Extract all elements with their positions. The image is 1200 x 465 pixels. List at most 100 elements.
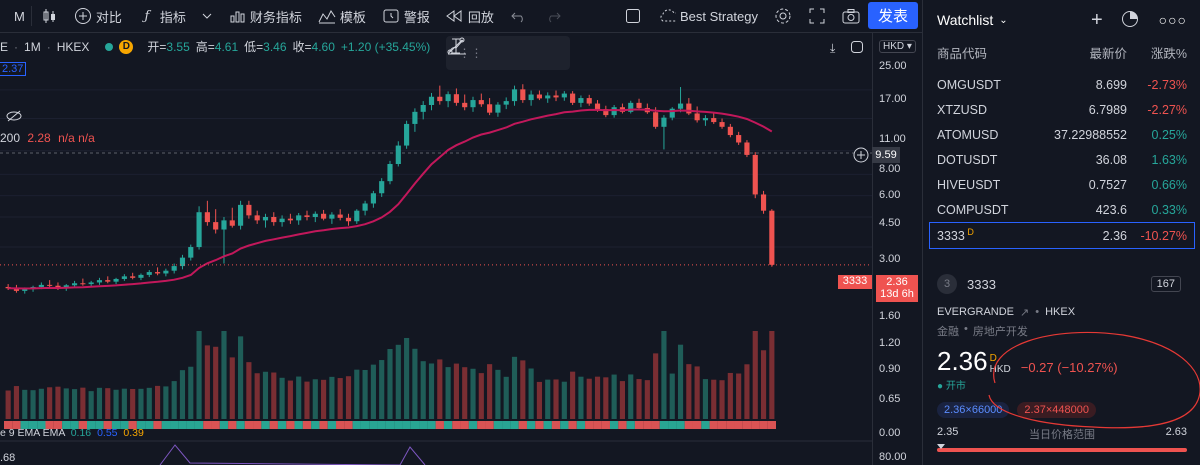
volume-bar <box>279 377 285 419</box>
volume-bar <box>213 346 219 419</box>
low-label: 低= <box>244 40 264 54</box>
strategy-button[interactable]: Best Strategy <box>650 0 766 32</box>
watchlist-title[interactable]: Watchlist <box>937 12 994 28</box>
details-symbol: 3333 <box>967 276 996 292</box>
compare-button[interactable]: 对比 <box>66 0 130 32</box>
legend-dot: · <box>46 39 51 54</box>
volume-bar <box>545 379 551 419</box>
volume-bar <box>88 391 94 419</box>
volume-bar <box>271 372 277 419</box>
volume-bar <box>603 377 609 419</box>
chart-type-button[interactable] <box>32 0 66 32</box>
candle-body <box>138 274 144 278</box>
volume-bar <box>196 331 202 419</box>
details-count-badge[interactable]: 167 <box>1150 276 1181 292</box>
indicators-button[interactable]: ƒ 指标 <box>130 0 194 32</box>
snapshot-button[interactable] <box>834 0 868 32</box>
financials-button[interactable]: 财务指标 <box>220 0 310 32</box>
external-link-icon[interactable]: ↗ <box>1020 307 1030 319</box>
volume-bar <box>345 376 352 419</box>
candle-body <box>553 95 559 98</box>
download-icon[interactable]: ⤓ <box>830 41 836 55</box>
drag-handle-icon[interactable]: ⋮⋮ <box>458 46 483 60</box>
volume-bar <box>677 344 684 419</box>
volume-bar <box>287 380 293 419</box>
row-last: 2.36 <box>1102 228 1127 243</box>
candle-body <box>63 285 69 289</box>
chart-legend: E · 1M · HKEX D 开=3.55 高=4.61 低=3.46 收=4… <box>0 38 430 55</box>
price-axis[interactable]: HKD ▾ 25.00 17.00 11.00 8.00 6.00 4.50 3.00 1.6… <box>872 33 920 465</box>
financials-label: 财务指标 <box>249 9 302 25</box>
price-tick-label: 6.00 <box>879 189 901 201</box>
templates-button[interactable]: 模板 <box>310 0 374 32</box>
legend-symbol: E <box>0 39 9 54</box>
volume-bar <box>711 379 717 419</box>
price-chart <box>0 84 872 465</box>
legend-dot: · <box>14 39 19 54</box>
col-last[interactable]: 最新价 <box>1089 46 1127 61</box>
oscillator-cell <box>203 421 212 429</box>
row-symbol: XTZUSD <box>937 102 987 117</box>
oscillator-cell <box>336 421 345 429</box>
candle-body <box>520 89 526 101</box>
rsi-value: .68 <box>0 452 16 464</box>
current-price-tag: 2.36 13d 6h <box>876 275 918 302</box>
oscillator-cell <box>543 421 552 429</box>
fullscreen-button[interactable] <box>800 0 834 32</box>
volume-bar <box>154 385 161 419</box>
undo-button[interactable] <box>502 0 536 32</box>
volume-bar <box>478 373 484 419</box>
col-symbol[interactable]: 商品代码 <box>937 46 988 61</box>
publish-button[interactable]: 发表 <box>868 2 918 29</box>
currency-selector[interactable]: HKD ▾ <box>879 40 916 53</box>
volume-bar <box>362 369 368 419</box>
watchlist-row[interactable]: 3333 D 2.36 -10.27% <box>929 222 1195 249</box>
more-dropdown[interactable] <box>194 0 220 32</box>
watchlist-row[interactable]: COMPUSDT 423.6 0.33% <box>923 197 1200 222</box>
col-change[interactable]: 涨跌% <box>1150 46 1187 61</box>
oscillator-cell <box>518 421 527 429</box>
watchlist-row[interactable]: OMGUSDT 8.699 -2.73% <box>923 72 1200 97</box>
candle-body <box>188 247 194 258</box>
volume-bar <box>760 350 767 419</box>
oscillator-cell <box>170 421 179 429</box>
redo-button[interactable] <box>536 0 570 32</box>
company-name[interactable]: EVERGRANDE <box>937 306 1015 318</box>
legend-exchange: HKEX <box>56 39 90 54</box>
sector[interactable]: 金融 <box>937 326 959 338</box>
price-tick-label: 25.00 <box>879 60 907 72</box>
volume-bar <box>727 372 733 419</box>
candle-body <box>694 113 700 121</box>
oscillator-cell <box>20 421 29 429</box>
replay-button[interactable]: 回放 <box>438 0 502 32</box>
watchlist-row[interactable]: DOTUSDT 36.08 1.63% <box>923 147 1200 172</box>
volume-bar <box>105 388 111 419</box>
oscillator-cell <box>626 421 635 429</box>
chevron-down-icon[interactable]: ⌄ <box>999 14 1008 26</box>
interval-button[interactable]: M <box>0 0 31 32</box>
candle-body <box>146 272 152 275</box>
stats-icon[interactable] <box>1121 10 1139 31</box>
oscillator-cell <box>651 421 660 429</box>
candle-body <box>570 93 576 103</box>
settings-button[interactable] <box>766 0 800 32</box>
oscillator-legend: e 9 EMA EMA 0.16 0.55 0.39 <box>0 427 144 439</box>
candle-body <box>312 213 318 217</box>
volume-bar <box>262 371 269 419</box>
oscillator-cell <box>493 421 503 429</box>
volume-bar <box>437 359 443 419</box>
watchlist-row[interactable]: ATOMUSD 37.22988552 0.25% <box>923 122 1200 147</box>
alert-button[interactable]: 警报 <box>374 0 438 32</box>
templates-icon <box>318 7 336 25</box>
volume-bar <box>121 388 127 419</box>
ma-value-text: 2.37 <box>2 63 24 75</box>
volume-bar <box>337 378 343 419</box>
add-symbol-icon[interactable]: + <box>1090 8 1103 31</box>
layout-button[interactable] <box>616 0 650 32</box>
watchlist-row[interactable]: HIVEUSDT 0.7527 0.66% <box>923 172 1200 197</box>
chart-pane[interactable]: E · 1M · HKEX D 开=3.55 高=4.61 低=3.46 收=4… <box>0 33 920 465</box>
industry[interactable]: 房地产开发 <box>972 326 1028 338</box>
candle-body <box>38 284 44 287</box>
more-icon[interactable]: ○○○ <box>1158 12 1187 28</box>
watchlist-row[interactable]: XTZUSD 6.7989 -2.27% <box>923 97 1200 122</box>
